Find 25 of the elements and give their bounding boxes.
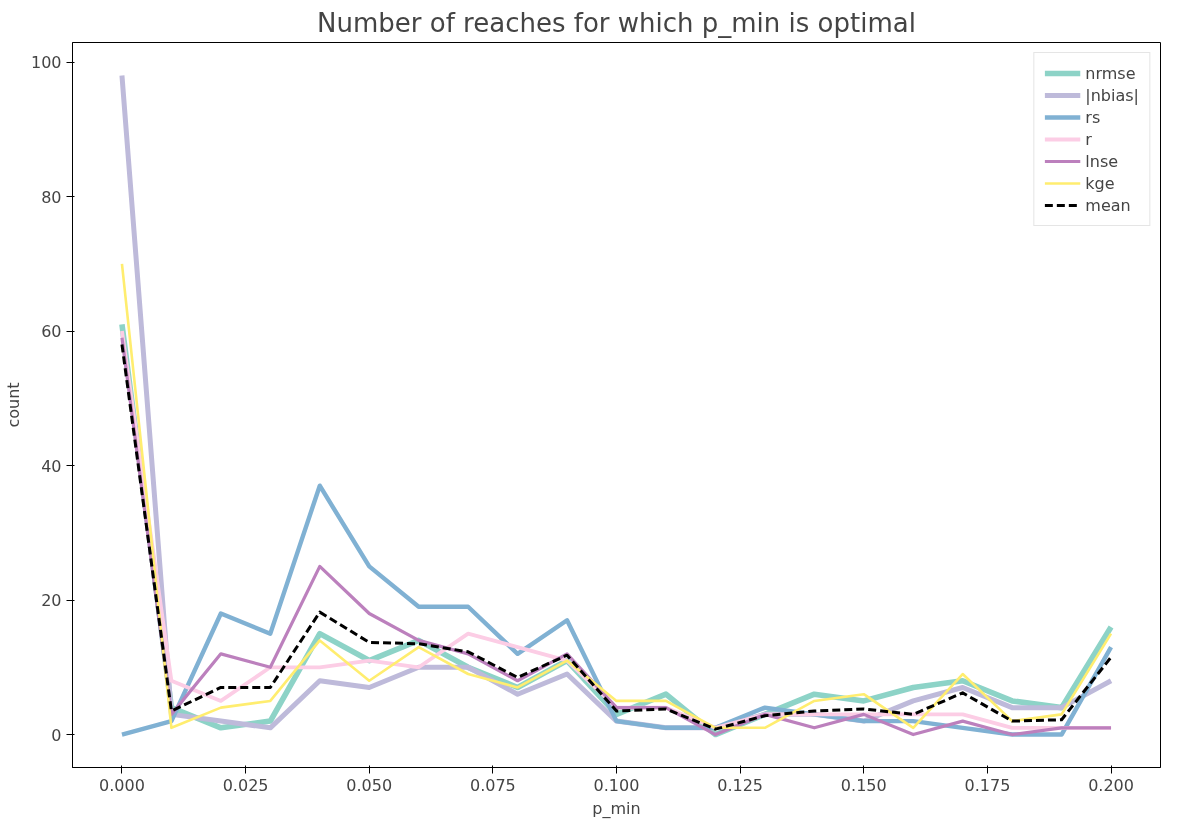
y-tick-label: 40 bbox=[41, 456, 62, 476]
x-tick-label: 0.175 bbox=[964, 775, 1011, 795]
x-tick-label: 0.025 bbox=[222, 775, 269, 795]
x-tick-label: 0.125 bbox=[717, 775, 764, 795]
y-axis-title: count bbox=[3, 382, 23, 428]
y-tick-label: 60 bbox=[41, 322, 62, 342]
y-tick-label: 80 bbox=[41, 187, 62, 207]
legend-label: kge bbox=[1085, 173, 1115, 193]
legend-label: rs bbox=[1085, 107, 1102, 127]
x-tick-label: 0.050 bbox=[346, 775, 393, 795]
y-tick-label: 100 bbox=[30, 53, 62, 72]
legend-label: r bbox=[1085, 129, 1093, 149]
x-tick-label: 0.100 bbox=[593, 775, 640, 795]
legend-label: lnse bbox=[1085, 151, 1119, 171]
x-tick-label: 0.150 bbox=[840, 775, 887, 795]
x-tick-label: 0.075 bbox=[469, 775, 516, 795]
x-tick-label: 0.000 bbox=[99, 775, 145, 795]
legend-label: nrmse bbox=[1085, 63, 1136, 83]
y-tick-label: 0 bbox=[51, 725, 62, 745]
x-tick-label: 0.200 bbox=[1088, 775, 1134, 795]
chart-title: Number of reaches for which p_min is optimal bbox=[317, 7, 916, 38]
legend-label: mean bbox=[1085, 195, 1131, 215]
x-axis-title: p_min bbox=[592, 798, 641, 819]
legend-label: |nbias| bbox=[1085, 85, 1139, 105]
y-tick-label: 20 bbox=[41, 591, 62, 611]
